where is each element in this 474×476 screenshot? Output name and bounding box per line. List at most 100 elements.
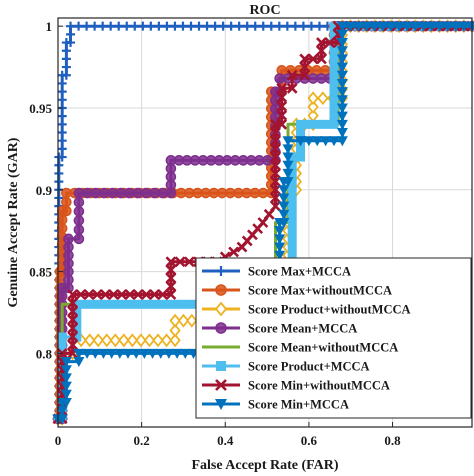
data-point: [57, 128, 67, 138]
legend-label: Score Mean+withoutMCCA: [248, 341, 398, 355]
data-point: [97, 348, 109, 359]
data-point: [274, 234, 286, 245]
data-point: [307, 99, 319, 114]
x-tick-label: 0.2: [134, 433, 150, 448]
data-point: [278, 185, 290, 196]
data-point: [278, 193, 290, 204]
data-point: [82, 21, 92, 31]
legend-marker: [216, 266, 226, 276]
data-point: [409, 21, 421, 32]
data-point: [67, 331, 79, 342]
data-point: [287, 218, 297, 227]
data-point: [106, 348, 118, 359]
data-point: [157, 289, 169, 300]
data-point: [270, 127, 281, 138]
data-point: [61, 54, 71, 64]
data-point: [57, 95, 67, 105]
data-point: [458, 21, 470, 32]
data-point: [130, 299, 140, 309]
data-point: [287, 201, 297, 211]
legend-label: Score Product+withoutMCCA: [248, 303, 411, 317]
data-point: [56, 214, 68, 225]
y-tick-label: 0.85: [29, 265, 52, 280]
data-point: [106, 21, 116, 31]
data-point: [60, 365, 72, 376]
legend-label: Score Mean+MCCA: [248, 322, 357, 336]
data-point: [324, 37, 336, 48]
data-point: [83, 289, 95, 300]
data-point: [97, 299, 107, 309]
data-point: [307, 53, 319, 65]
y-axis-title: Genuine Accept Rate (GAR): [6, 137, 21, 307]
data-point: [270, 192, 281, 204]
legend-marker: [216, 361, 226, 371]
y-tick-label: 0.95: [29, 101, 52, 116]
data-point: [108, 289, 120, 300]
legend-marker: [215, 399, 227, 410]
data-point: [270, 168, 281, 179]
data-point: [67, 289, 79, 300]
data-point: [299, 61, 311, 73]
data-point: [336, 21, 348, 32]
data-point: [121, 299, 131, 309]
data-point: [73, 233, 85, 245]
data-point: [60, 373, 72, 384]
data-point: [57, 144, 67, 154]
data-point: [61, 70, 71, 80]
data-point: [286, 82, 298, 94]
x-axis-title: False Accept Rate (FAR): [191, 458, 338, 473]
data-point: [287, 209, 297, 219]
data-point: [67, 322, 79, 334]
data-point: [336, 54, 348, 65]
data-point: [257, 217, 269, 228]
data-point: [60, 397, 72, 408]
data-point: [316, 53, 327, 65]
data-point: [152, 333, 164, 348]
data-point: [67, 297, 79, 309]
legend-label: Score Min+MCCA: [248, 398, 349, 412]
data-point: [282, 168, 294, 179]
data-point: [270, 135, 281, 147]
data-point: [122, 348, 134, 359]
data-point: [270, 184, 281, 196]
data-point: [186, 313, 198, 328]
data-point: [295, 136, 307, 147]
data-point: [336, 70, 348, 81]
data-point: [296, 144, 306, 154]
data-point: [270, 176, 281, 188]
data-point: [316, 37, 327, 48]
data-point: [56, 406, 68, 417]
data-point: [278, 218, 290, 228]
data-point: [122, 21, 132, 31]
data-point: [336, 78, 348, 89]
data-point: [57, 87, 67, 97]
data-point: [278, 209, 290, 220]
data-point: [73, 357, 85, 368]
data-point: [114, 21, 124, 31]
legend-marker: [214, 301, 228, 317]
data-point: [57, 119, 67, 129]
y-tick-label: 1: [46, 19, 53, 34]
data-point: [66, 38, 76, 48]
data-point: [336, 62, 348, 73]
data-point: [92, 333, 104, 348]
data-point: [72, 332, 82, 342]
data-point: [336, 111, 348, 122]
chart-title: ROC: [249, 3, 280, 18]
data-point: [299, 53, 311, 65]
data-point: [287, 160, 297, 170]
data-point: [74, 21, 84, 31]
data-point: [101, 333, 113, 348]
data-point: [116, 289, 128, 300]
data-point: [266, 21, 276, 31]
data-point: [63, 233, 74, 245]
data-point: [234, 21, 244, 31]
data-point: [276, 109, 288, 121]
data-point: [287, 152, 297, 162]
data-point: [165, 264, 177, 276]
legend: Score Max+MCCA Score Max+withoutMCCA Score…: [195, 257, 472, 419]
data-point: [226, 21, 236, 31]
data-point: [73, 215, 85, 226]
data-point: [329, 87, 339, 97]
data-point: [80, 299, 90, 309]
